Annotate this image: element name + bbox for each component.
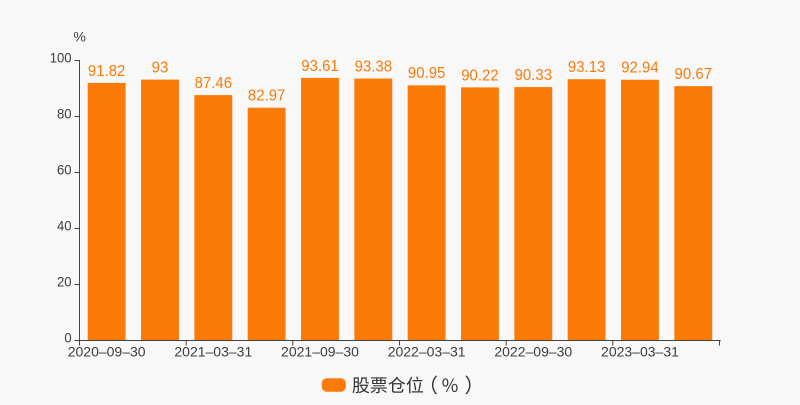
svg-text:91.82: 91.82: [88, 63, 126, 80]
svg-text:0: 0: [64, 330, 71, 346]
svg-text:2021–03–31: 2021–03–31: [174, 344, 252, 360]
svg-text:2022–09–30: 2022–09–30: [494, 344, 572, 360]
svg-text:2022–03–31: 2022–03–31: [388, 344, 466, 360]
svg-text:40: 40: [57, 218, 72, 234]
svg-text:90.67: 90.67: [675, 66, 713, 83]
svg-text:2020–09–30: 2020–09–30: [68, 344, 146, 360]
svg-text:90.33: 90.33: [515, 67, 553, 84]
svg-text:2023–03–31: 2023–03–31: [601, 344, 679, 360]
svg-text:2021–09–30: 2021–09–30: [281, 344, 359, 360]
svg-text:93.38: 93.38: [355, 58, 393, 75]
svg-text:90.95: 90.95: [408, 65, 446, 82]
svg-text:60: 60: [57, 162, 72, 178]
svg-text:93: 93: [152, 60, 169, 77]
svg-text:82.97: 82.97: [248, 88, 286, 105]
svg-text:80: 80: [57, 106, 72, 122]
svg-text:100: 100: [50, 50, 72, 66]
svg-text:93.61: 93.61: [301, 58, 339, 75]
svg-text:20: 20: [57, 274, 72, 290]
svg-text:90.22: 90.22: [461, 67, 499, 84]
svg-text:87.46: 87.46: [195, 75, 233, 92]
svg-text:92.94: 92.94: [621, 60, 659, 77]
svg-text:%: %: [73, 29, 85, 45]
svg-text:93.13: 93.13: [568, 59, 606, 76]
